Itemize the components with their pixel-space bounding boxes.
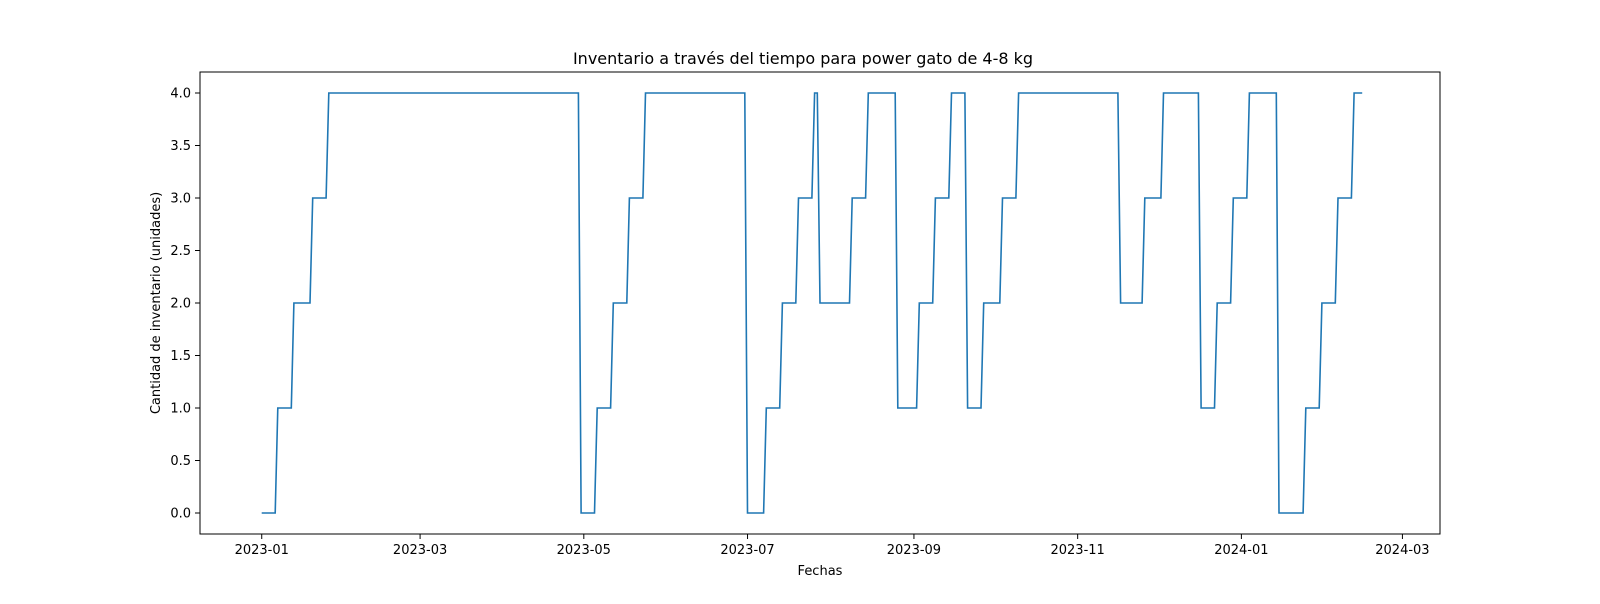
plot-area-frame [199, 71, 1441, 535]
y-tick-label: 1.0 [170, 402, 191, 417]
y-tick-label: 1.5 [170, 349, 191, 364]
inventory-series-line [261, 92, 1363, 514]
x-tick-label: 2023-01 [235, 543, 289, 558]
x-tick-label: 2024-03 [1375, 543, 1429, 558]
y-axis-label: Cantidad de inventario (unidades) [149, 192, 164, 414]
y-tick-label: 2.0 [170, 297, 191, 312]
y-tick-label: 0.5 [170, 454, 191, 469]
x-tick-label: 2023-03 [393, 543, 447, 558]
y-tick-label: 3.5 [170, 139, 191, 154]
x-tick-label: 2023-11 [1050, 543, 1104, 558]
y-tick-label: 0.0 [170, 507, 191, 522]
x-tick-label: 2023-07 [720, 543, 774, 558]
y-axis-ticks: 0.0 0.5 1.0 1.5 2.0 2.5 3.0 3.5 4.0 [170, 87, 200, 522]
x-axis-label: Fechas [798, 564, 843, 579]
chart-title: Inventario a través del tiempo para powe… [573, 49, 1033, 68]
x-tick-label: 2023-05 [557, 543, 611, 558]
x-tick-label: 2024-01 [1214, 543, 1268, 558]
y-tick-label: 3.0 [170, 192, 191, 207]
y-tick-label: 4.0 [170, 87, 191, 102]
y-tick-label: 2.5 [170, 244, 191, 259]
x-axis-ticks: 2023-01 2023-03 2023-05 2023-07 2023-09 2023-… [235, 534, 1430, 558]
x-tick-label: 2023-09 [887, 543, 941, 558]
